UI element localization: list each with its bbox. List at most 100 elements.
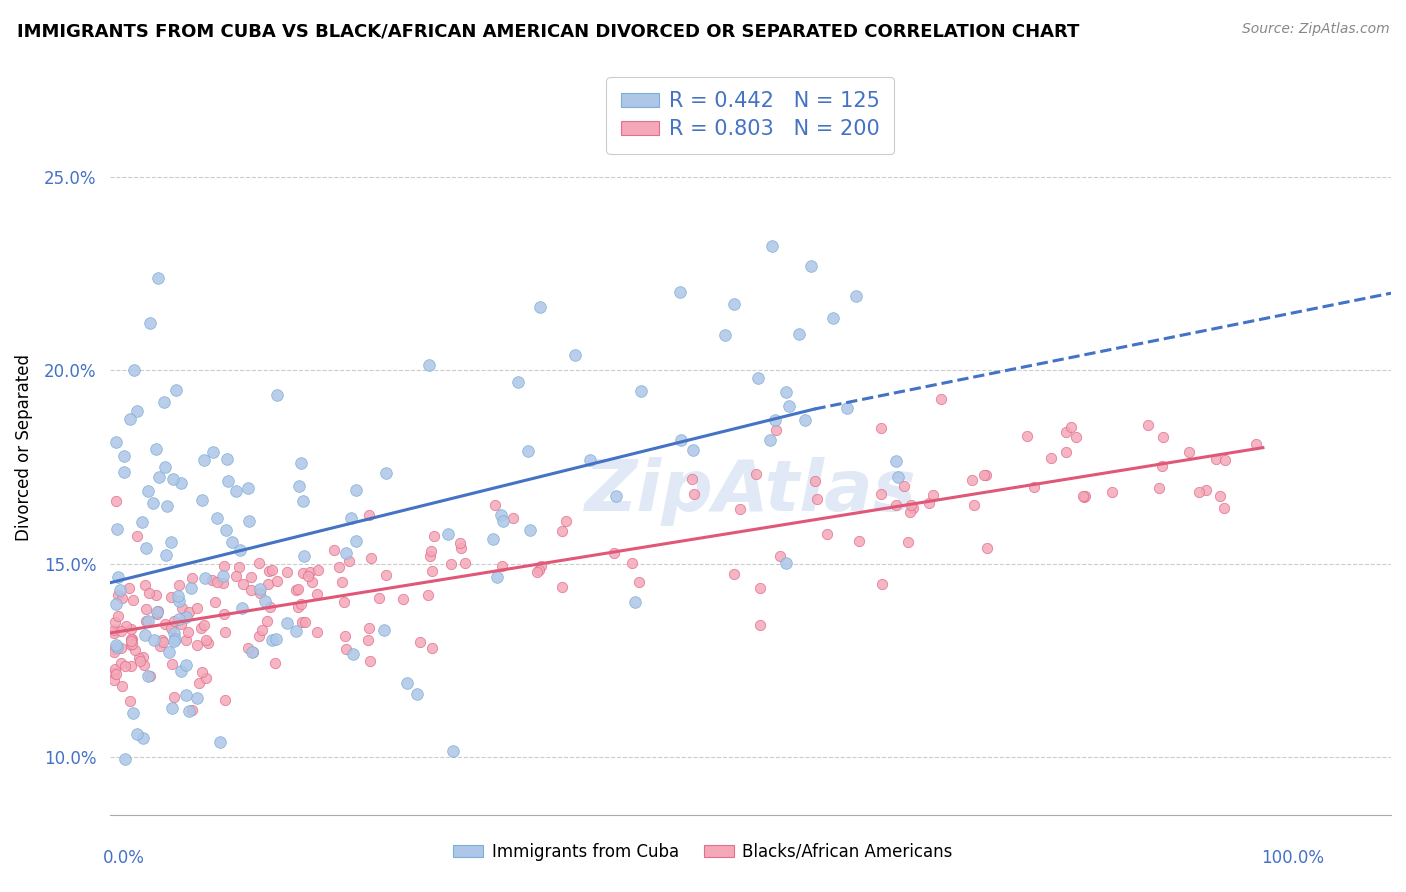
Blacks/African Americans bbox=[1188, 484, 1211, 499]
Immigrants from Cuba bbox=[170, 476, 193, 491]
Blacks/African Americans bbox=[870, 487, 893, 501]
Blacks/African Americans bbox=[1074, 489, 1097, 503]
Immigrants from Cuba bbox=[669, 433, 692, 447]
Blacks/African Americans bbox=[530, 559, 553, 574]
Immigrants from Cuba bbox=[437, 527, 460, 541]
Blacks/African Americans bbox=[723, 566, 745, 581]
Blacks/African Americans bbox=[169, 577, 191, 591]
Blacks/African Americans bbox=[239, 583, 262, 598]
Blacks/African Americans bbox=[120, 634, 142, 648]
Blacks/African Americans bbox=[115, 618, 138, 632]
Blacks/African Americans bbox=[128, 650, 150, 665]
Blacks/African Americans bbox=[357, 508, 380, 522]
Blacks/African Americans bbox=[423, 529, 446, 543]
Blacks/African Americans bbox=[139, 669, 162, 683]
Blacks/African Americans bbox=[806, 491, 828, 506]
Blacks/African Americans bbox=[357, 633, 380, 648]
Immigrants from Cuba bbox=[194, 572, 217, 586]
Immigrants from Cuba bbox=[145, 442, 167, 456]
Immigrants from Cuba bbox=[114, 465, 136, 479]
Blacks/African Americans bbox=[976, 541, 998, 556]
Blacks/African Americans bbox=[146, 607, 169, 622]
Blacks/African Americans bbox=[242, 645, 264, 659]
Blacks/African Americans bbox=[120, 658, 142, 673]
Legend: R = 0.442   N = 125, R = 0.803   N = 200: R = 0.442 N = 125, R = 0.803 N = 200 bbox=[606, 77, 894, 154]
Blacks/African Americans bbox=[322, 543, 344, 558]
Immigrants from Cuba bbox=[134, 628, 156, 642]
Blacks/African Americans bbox=[239, 570, 262, 584]
Immigrants from Cuba bbox=[124, 363, 146, 377]
Blacks/African Americans bbox=[160, 621, 183, 635]
Text: 100.0%: 100.0% bbox=[1261, 849, 1324, 867]
Blacks/African Americans bbox=[124, 643, 146, 657]
Blacks/African Americans bbox=[107, 609, 129, 624]
Blacks/African Americans bbox=[103, 673, 125, 687]
Blacks/African Americans bbox=[449, 536, 471, 550]
Immigrants from Cuba bbox=[747, 371, 769, 385]
Blacks/African Americans bbox=[1136, 418, 1159, 433]
Immigrants from Cuba bbox=[884, 454, 907, 468]
Immigrants from Cuba bbox=[335, 546, 357, 560]
Blacks/African Americans bbox=[177, 605, 200, 619]
Blacks/African Americans bbox=[603, 546, 626, 560]
Text: IMMIGRANTS FROM CUBA VS BLACK/AFRICAN AMERICAN DIVORCED OR SEPARATED CORRELATION: IMMIGRANTS FROM CUBA VS BLACK/AFRICAN AM… bbox=[17, 22, 1080, 40]
Blacks/African Americans bbox=[247, 628, 270, 642]
Blacks/African Americans bbox=[1213, 501, 1236, 516]
Immigrants from Cuba bbox=[205, 511, 228, 525]
Immigrants from Cuba bbox=[120, 412, 142, 426]
Immigrants from Cuba bbox=[153, 459, 176, 474]
Blacks/African Americans bbox=[252, 623, 274, 637]
Immigrants from Cuba bbox=[127, 727, 149, 741]
Blacks/African Americans bbox=[420, 564, 443, 578]
Blacks/African Americans bbox=[110, 641, 132, 656]
Blacks/African Americans bbox=[1149, 481, 1171, 495]
Blacks/African Americans bbox=[307, 563, 329, 577]
Immigrants from Cuba bbox=[287, 479, 309, 493]
Blacks/African Americans bbox=[104, 493, 127, 508]
Blacks/African Americans bbox=[259, 599, 281, 614]
Blacks/African Americans bbox=[748, 581, 770, 595]
Blacks/African Americans bbox=[337, 554, 360, 568]
Immigrants from Cuba bbox=[146, 605, 169, 619]
Blacks/African Americans bbox=[290, 597, 312, 611]
Immigrants from Cuba bbox=[208, 735, 231, 749]
Blacks/African Americans bbox=[187, 676, 209, 690]
Blacks/African Americans bbox=[897, 534, 920, 549]
Immigrants from Cuba bbox=[221, 535, 243, 549]
Blacks/African Americans bbox=[135, 615, 157, 629]
Immigrants from Cuba bbox=[105, 597, 128, 611]
Blacks/African Americans bbox=[190, 621, 212, 635]
Blacks/African Americans bbox=[307, 587, 329, 601]
Blacks/African Americans bbox=[103, 626, 125, 640]
Immigrants from Cuba bbox=[800, 259, 823, 273]
Immigrants from Cuba bbox=[167, 589, 190, 603]
Immigrants from Cuba bbox=[148, 470, 170, 484]
Immigrants from Cuba bbox=[249, 582, 271, 596]
Blacks/African Americans bbox=[1073, 489, 1095, 503]
Immigrants from Cuba bbox=[714, 328, 737, 343]
Immigrants from Cuba bbox=[489, 508, 512, 522]
Immigrants from Cuba bbox=[107, 522, 129, 536]
Blacks/African Americans bbox=[730, 502, 752, 516]
Blacks/African Americans bbox=[297, 568, 319, 582]
Blacks/African Americans bbox=[375, 568, 398, 582]
Immigrants from Cuba bbox=[517, 443, 540, 458]
Immigrants from Cuba bbox=[131, 515, 153, 529]
Blacks/African Americans bbox=[1195, 483, 1218, 498]
Blacks/African Americans bbox=[330, 575, 353, 590]
Immigrants from Cuba bbox=[758, 434, 780, 448]
Blacks/African Americans bbox=[418, 588, 440, 602]
Immigrants from Cuba bbox=[160, 534, 183, 549]
Blacks/African Americans bbox=[197, 636, 219, 650]
Immigrants from Cuba bbox=[174, 658, 197, 673]
Immigrants from Cuba bbox=[155, 548, 177, 562]
Blacks/African Americans bbox=[110, 624, 132, 638]
Immigrants from Cuba bbox=[342, 647, 364, 661]
Blacks/African Americans bbox=[294, 615, 316, 630]
Blacks/African Americans bbox=[232, 577, 254, 591]
Immigrants from Cuba bbox=[139, 316, 162, 330]
Immigrants from Cuba bbox=[835, 401, 858, 416]
Blacks/African Americans bbox=[1177, 445, 1199, 459]
Blacks/African Americans bbox=[551, 524, 574, 538]
Blacks/African Americans bbox=[922, 488, 945, 502]
